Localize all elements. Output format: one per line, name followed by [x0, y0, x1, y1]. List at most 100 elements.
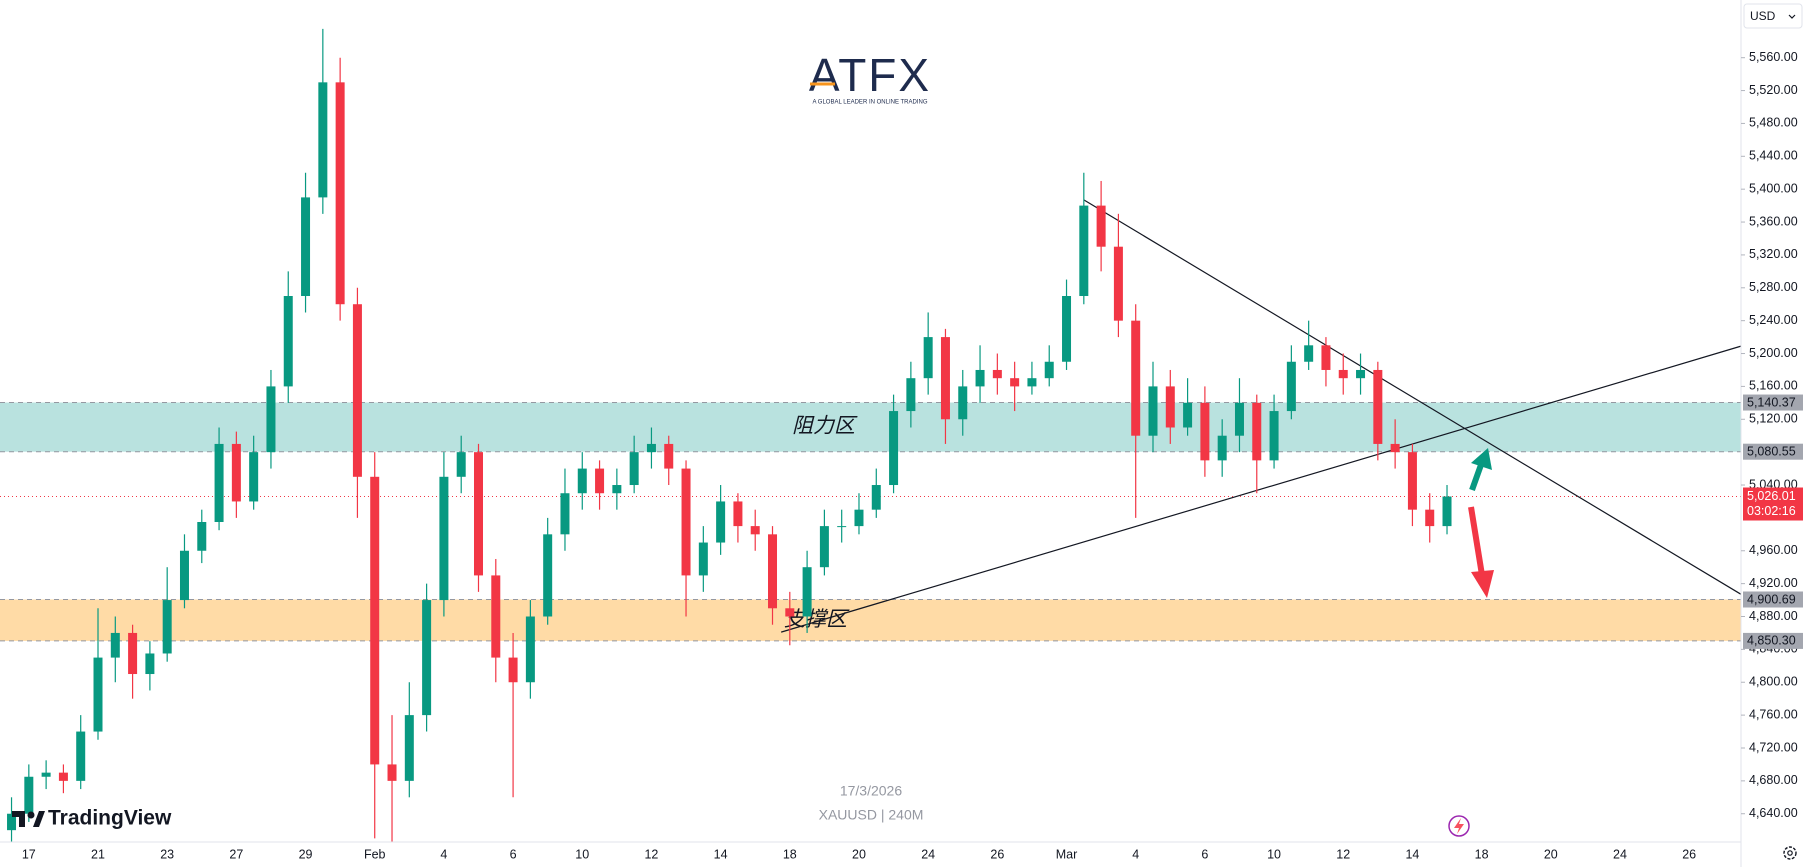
candle-body [1304, 345, 1314, 362]
candle-body [1148, 386, 1158, 436]
price-tag-label: 4,850.30 [1747, 634, 1796, 648]
candle-body [1010, 378, 1020, 387]
countdown-label: 03:02:16 [1747, 504, 1796, 518]
candle-body [1217, 435, 1227, 461]
x-tick-label: Feb [364, 847, 386, 861]
price-tag-label: 5,080.55 [1747, 444, 1796, 458]
y-tick-label: 5,200.00 [1749, 346, 1798, 360]
candle-body [854, 509, 864, 527]
x-tick-label: 21 [91, 847, 105, 861]
candle-body [560, 493, 570, 535]
y-tick-label: 5,360.00 [1749, 214, 1798, 228]
zone-label: 支撑区 [784, 608, 850, 631]
platform-name: TradingView [48, 807, 172, 830]
candle-body [473, 452, 483, 576]
candle-body [1183, 402, 1193, 428]
y-tick-label: 4,960.00 [1749, 543, 1798, 557]
x-tick-label: 6 [1201, 847, 1208, 861]
y-tick-label: 5,240.00 [1749, 313, 1798, 327]
candle-body [249, 452, 259, 502]
alert-icon[interactable] [1448, 815, 1470, 837]
candle-body [646, 443, 656, 453]
candle-body [681, 468, 691, 576]
current-price-label: 5,026.01 [1747, 489, 1796, 503]
candle-body [24, 776, 34, 814]
candle-body [543, 534, 553, 617]
candle-body [1373, 369, 1383, 444]
x-tick-label: 4 [1132, 847, 1139, 861]
candle-body [716, 501, 726, 543]
candle-body [370, 476, 380, 765]
candle-body [1252, 402, 1262, 461]
x-tick-label: 10 [1267, 847, 1281, 861]
candle-body [1079, 205, 1089, 297]
candle-body [7, 813, 17, 831]
candle-body [1356, 369, 1366, 379]
candle-body [595, 468, 605, 494]
y-tick-label: 4,800.00 [1749, 675, 1798, 689]
y-tick-label: 5,520.00 [1749, 83, 1798, 97]
price-tag-label: 5,140.37 [1747, 395, 1796, 409]
candle-body [508, 657, 518, 683]
candle-body [58, 772, 68, 781]
candle-body [819, 526, 829, 568]
tradingview-logo [12, 811, 45, 827]
candle-body [93, 657, 103, 732]
x-tick-label: 4 [440, 847, 447, 861]
candle-body [1165, 386, 1175, 428]
candle-body [335, 82, 345, 305]
candle-body [750, 526, 760, 535]
candle-body [871, 485, 881, 510]
price-axis-bg [1741, 0, 1808, 867]
settings-icon[interactable] [1783, 846, 1797, 860]
trendlines [0, 199, 1742, 633]
y-tick-label: 4,920.00 [1749, 576, 1798, 590]
zone [0, 402, 1741, 452]
x-tick-label: 20 [1544, 847, 1558, 861]
y-tick-label: 5,120.00 [1749, 412, 1798, 426]
x-tick-label: 24 [1613, 847, 1627, 861]
candle-body [612, 485, 622, 494]
candle-body [491, 575, 501, 658]
time-axis-bg [0, 842, 1741, 867]
candle-body [1044, 361, 1054, 379]
candle-body [1286, 361, 1296, 412]
candle-body [1027, 378, 1037, 387]
x-tick-label: 23 [160, 847, 174, 861]
date-label: 17/3/2026 [840, 783, 902, 799]
y-tick-label: 4,880.00 [1749, 609, 1798, 623]
y-tick-label: 5,400.00 [1749, 181, 1798, 195]
candle-body [525, 616, 535, 683]
currency-label: USD [1750, 9, 1776, 23]
zone-label: 阻力区 [792, 415, 858, 438]
trendline [780, 345, 1742, 633]
x-tick-label: 14 [1405, 847, 1419, 861]
candle-body [301, 197, 311, 297]
zone [0, 599, 1741, 641]
candle-body [41, 772, 51, 777]
candle-body [1113, 246, 1123, 321]
x-tick-label: 14 [714, 847, 728, 861]
currency-dropdown[interactable]: USD [1743, 3, 1803, 29]
candle-body [923, 337, 933, 379]
y-tick-label: 4,720.00 [1749, 740, 1798, 754]
y-tick-label: 5,280.00 [1749, 280, 1798, 294]
y-tick-label: 5,440.00 [1749, 149, 1798, 163]
price-tag [1743, 443, 1803, 460]
candle-body [958, 386, 968, 420]
candle-body [664, 443, 674, 469]
candle-body [404, 715, 414, 781]
candle-body [733, 501, 743, 527]
candle-body [162, 600, 172, 654]
candle-body [1321, 345, 1331, 370]
candle-body [940, 337, 950, 420]
candle-body [179, 550, 189, 601]
x-tick-label: 17 [22, 847, 36, 861]
price-tag-label: 4,900.69 [1747, 592, 1796, 606]
x-tick-label: 12 [1336, 847, 1350, 861]
candle-body [698, 542, 708, 576]
candle-body [1407, 452, 1417, 510]
up-arrow [1469, 448, 1492, 492]
candle-body [110, 632, 120, 658]
